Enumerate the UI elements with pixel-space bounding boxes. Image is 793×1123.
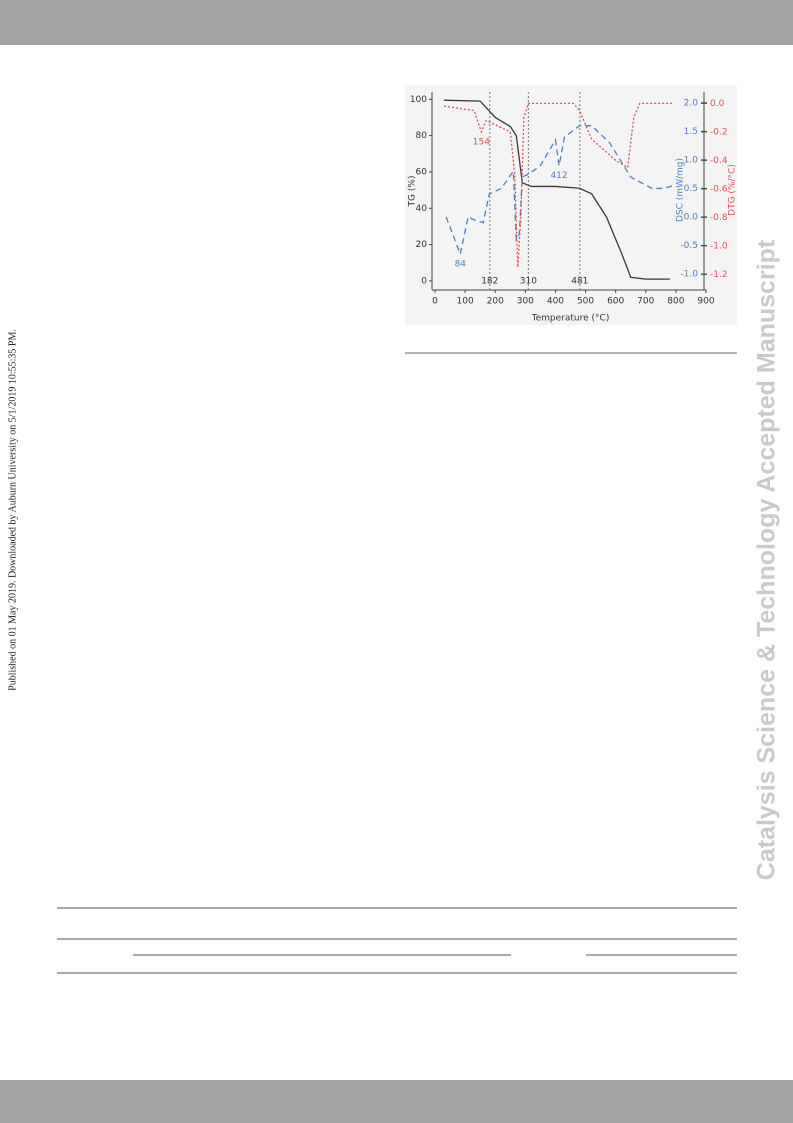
x-tick-label: 100: [457, 297, 474, 307]
y2-tick-label: -0.5: [680, 241, 698, 251]
y-tick-label: 80: [416, 131, 428, 141]
marker-label: 182: [481, 277, 498, 287]
table-rules: [57, 907, 737, 974]
x-tick-label: 0: [432, 297, 438, 307]
peak-label: 412: [550, 171, 567, 181]
bottom-bar: [0, 1080, 793, 1123]
y3-tick-label: -0.6: [710, 184, 728, 194]
y3-axis-label: DTG (%/°C): [728, 164, 738, 216]
y-tick-label: 40: [416, 204, 428, 214]
chart: 0 100 200 300 400 500 600 700 800 900 0 20 40 60 80 100…: [408, 92, 738, 324]
x-tick-label: 900: [697, 297, 714, 307]
y2-tick-label: 0.0: [684, 212, 699, 222]
side-note: Published on 01 May 2019. Downloaded by …: [7, 329, 18, 691]
series-line: [444, 99, 670, 280]
y2-axis-label: DSC (mW/mg): [676, 158, 686, 222]
x-tick-label: 700: [637, 297, 654, 307]
marker-label: 481: [571, 277, 588, 287]
y3-tick-label: -0.8: [710, 213, 728, 223]
peak-label: 154: [473, 137, 490, 147]
top-bar: [0, 0, 793, 45]
series-line: [443, 102, 673, 268]
y-tick-label: 100: [410, 95, 427, 105]
y-tick-label: 60: [416, 167, 428, 177]
y-tick-label: 20: [416, 240, 428, 250]
peak-label: 84: [455, 260, 467, 270]
x-axis-label: Temperature (°C): [531, 314, 610, 324]
y2-tick-label: 1.5: [684, 127, 698, 137]
marker-label: 310: [520, 277, 537, 287]
y3-tick-label: -0.4: [710, 156, 728, 166]
y2-tick-label: -1.0: [680, 270, 698, 280]
x-tick-label: 800: [667, 297, 684, 307]
x-tick-label: 200: [487, 297, 504, 307]
x-tick-label: 500: [577, 297, 594, 307]
y3-tick-label: -0.2: [710, 127, 728, 137]
figure-bg: [405, 85, 737, 325]
y-tick-label: 0: [421, 276, 427, 286]
x-tick-label: 400: [547, 297, 564, 307]
x-tick-label: 600: [607, 297, 624, 307]
watermark: Catalysis Science & Technology Accepted …: [753, 239, 781, 880]
y3-tick-label: 0.0: [710, 99, 725, 109]
y2-tick-label: 0.5: [684, 184, 698, 194]
series-line: [445, 125, 674, 257]
y2-tick-label: 1.0: [684, 155, 699, 165]
y2-tick-label: 2.0: [684, 98, 699, 108]
y3-tick-label: -1.0: [710, 241, 728, 251]
y-axis-label: TG (%): [408, 176, 418, 208]
y3-tick-label: -1.2: [710, 270, 728, 280]
x-tick-label: 300: [517, 297, 534, 307]
